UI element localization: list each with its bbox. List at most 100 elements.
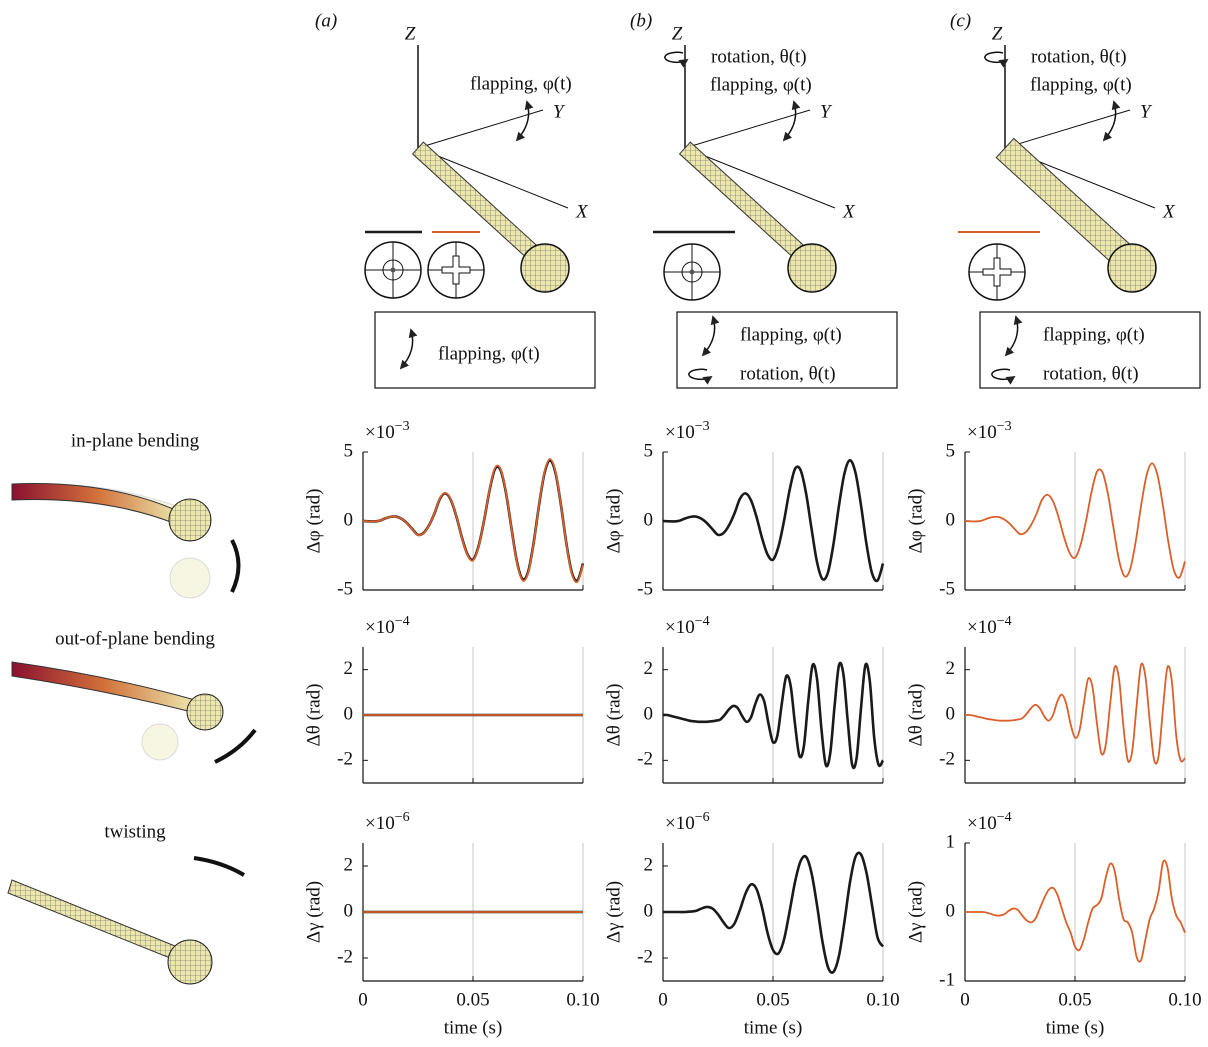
- y-tick-label: 0: [344, 703, 354, 724]
- multiplier-base: ×10: [665, 813, 695, 834]
- y-tick-label: -5: [939, 578, 955, 599]
- axis-letter: Z: [405, 23, 416, 44]
- x-tick-label: 0.10: [1168, 989, 1201, 1010]
- y-tick-label: 2: [644, 854, 654, 875]
- multiplier-exponent: −4: [395, 614, 410, 629]
- target-icon: [690, 270, 695, 275]
- multiplier-base: ×10: [967, 813, 997, 834]
- y-axis-label: Δθ (rad): [905, 684, 926, 747]
- x-tick-label: 0.05: [1058, 989, 1091, 1010]
- y-tick-label: 2: [344, 658, 354, 679]
- rotation-icon: [985, 52, 1007, 62]
- axis-letter: Y: [1140, 101, 1153, 122]
- panel-label: (a): [315, 10, 337, 31]
- box-label: flapping, φ(t): [740, 324, 842, 345]
- figure: in-plane bending out-of-plane bending tw…: [0, 0, 1208, 1047]
- x-tick-label: 0.10: [866, 989, 899, 1010]
- y-tick-label: 0: [644, 703, 654, 724]
- y-tick-label: 5: [344, 440, 354, 461]
- multiplier-base: ×10: [365, 617, 395, 638]
- y-axis-label: Δγ (rad): [603, 881, 624, 943]
- y-tick-label: -5: [637, 578, 653, 599]
- flapping-icon: [784, 102, 796, 140]
- motion-annotation: flapping, φ(t): [710, 74, 812, 95]
- y-axis-label: Δφ (rad): [303, 489, 324, 554]
- multiplier-exponent: −3: [695, 419, 710, 434]
- axis-letter: Z: [672, 23, 683, 44]
- motion-annotation: flapping, φ(t): [1030, 74, 1132, 95]
- y-tick-label: 1: [946, 831, 956, 852]
- x-tick-label: 0: [658, 989, 668, 1010]
- multiplier-exponent: −4: [695, 614, 710, 629]
- y-tick-label: -2: [637, 749, 653, 770]
- axis-multiplier: ×10−4: [665, 614, 710, 638]
- axis-multiplier: ×10−4: [967, 810, 1012, 834]
- flapping-icon: [517, 102, 529, 140]
- wing-sphere: [1108, 244, 1156, 292]
- axis-letter: X: [1162, 201, 1176, 222]
- deflection-arc: [232, 540, 239, 592]
- axis-letter: Z: [992, 23, 1003, 44]
- sphere: [187, 694, 223, 730]
- deflection-arc: [215, 730, 255, 762]
- y-tick-label: 0: [946, 703, 956, 724]
- x-tick-label: 0: [960, 989, 970, 1010]
- mode-illustrations: in-plane bending out-of-plane bending tw…: [8, 430, 255, 984]
- axis-multiplier: ×10−6: [365, 810, 410, 834]
- y-tick-label: 5: [644, 440, 654, 461]
- page: in-plane bending out-of-plane bending tw…: [0, 0, 1208, 1047]
- rotation-icon: [665, 52, 687, 62]
- multiplier-base: ×10: [967, 422, 997, 443]
- mode-label: twisting: [104, 821, 166, 842]
- motion-annotation: rotation, θ(t): [1031, 46, 1127, 67]
- multiplier-exponent: −3: [395, 419, 410, 434]
- box-label: rotation, θ(t): [740, 363, 836, 384]
- y-tick-label: 0: [946, 900, 956, 921]
- y-tick-label: 2: [946, 658, 956, 679]
- axis-multiplier: ×10−3: [967, 419, 1012, 443]
- x-tick-label: 0.05: [756, 989, 789, 1010]
- y-tick-label: 0: [644, 900, 654, 921]
- y-tick-label: 0: [644, 509, 654, 530]
- target-icon: [391, 268, 396, 273]
- beam: [12, 662, 195, 712]
- y-tick-label: 0: [344, 509, 354, 530]
- box-label: flapping, φ(t): [438, 343, 540, 364]
- y-axis-label: Δφ (rad): [905, 489, 926, 554]
- multiplier-exponent: −3: [997, 419, 1012, 434]
- multiplier-exponent: −6: [695, 810, 710, 825]
- multiplier-base: ×10: [665, 617, 695, 638]
- multiplier-base: ×10: [967, 617, 997, 638]
- multiplier-exponent: −4: [997, 614, 1012, 629]
- y-axis-label: Δθ (rad): [603, 684, 624, 747]
- panel-label: (b): [630, 10, 652, 31]
- multiplier-base: ×10: [365, 422, 395, 443]
- y-axis-label: Δγ (rad): [905, 881, 926, 943]
- panel-label: (c): [950, 10, 971, 31]
- multiplier-base: ×10: [665, 422, 695, 443]
- axis-multiplier: ×10−4: [967, 614, 1012, 638]
- axis-multiplier: ×10−3: [665, 419, 710, 443]
- sphere-ghost: [142, 724, 178, 760]
- mode-label: in-plane bending: [71, 430, 200, 451]
- y-tick-label: -5: [337, 578, 353, 599]
- axis-multiplier: ×10−4: [365, 614, 410, 638]
- y-axis-label: Δφ (rad): [603, 489, 624, 554]
- sphere: [169, 499, 211, 541]
- wing-sphere: [521, 244, 569, 292]
- beam: [12, 484, 180, 524]
- axis-letter: X: [842, 201, 856, 222]
- y-tick-label: -1: [939, 969, 955, 990]
- mode-label: out-of-plane bending: [55, 628, 215, 649]
- wing-sphere: [788, 244, 836, 292]
- x-axis-label: time (s): [1046, 1017, 1105, 1038]
- axis-multiplier: ×10−6: [665, 810, 710, 834]
- y-tick-label: -2: [939, 749, 955, 770]
- axis-multiplier: ×10−3: [365, 419, 410, 443]
- wing-beam: [413, 142, 549, 268]
- x-axis-label: time (s): [444, 1017, 503, 1038]
- box-label: rotation, θ(t): [1043, 363, 1139, 384]
- multiplier-base: ×10: [365, 813, 395, 834]
- axis-letter: X: [575, 201, 589, 222]
- axis-letter: Y: [820, 101, 833, 122]
